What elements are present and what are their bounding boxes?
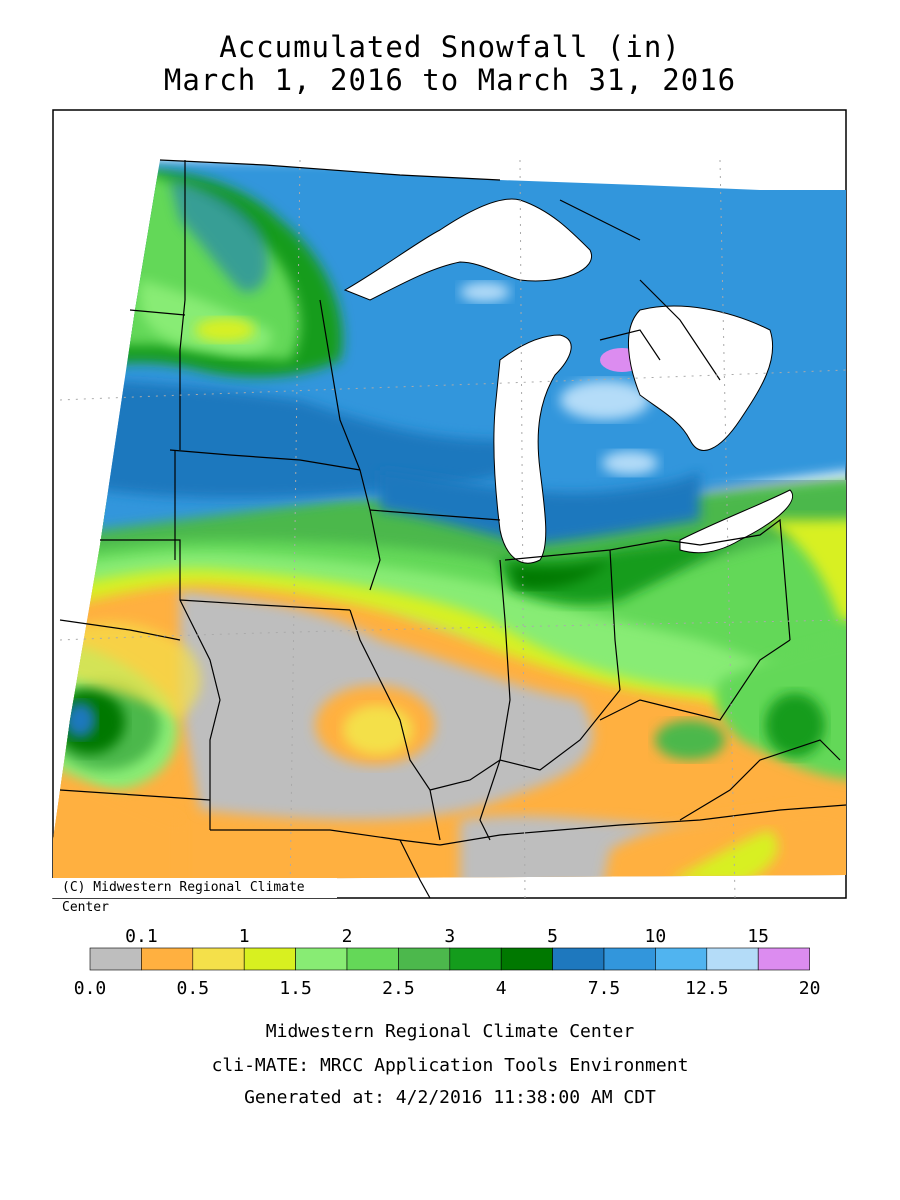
snowfall-map bbox=[52, 109, 847, 899]
legend-bottom-label: 1.5 bbox=[279, 978, 312, 999]
legend-bottom-label: 4 bbox=[496, 978, 507, 999]
map-title: Accumulated Snowfall (in) bbox=[219, 30, 681, 64]
legend-swatch bbox=[346, 947, 399, 971]
legend-swatch bbox=[89, 947, 142, 971]
legend-bottom-label: 20 bbox=[799, 978, 821, 999]
legend-top-label: 3 bbox=[444, 926, 455, 947]
legend-bottom-label: 2.5 bbox=[382, 978, 415, 999]
map-credit: (C) Midwestern Regional Climate Center bbox=[52, 878, 337, 915]
legend-swatch bbox=[295, 947, 348, 971]
legend-top-label: 0.1 bbox=[125, 926, 158, 947]
legend-swatch bbox=[552, 947, 605, 971]
legend-swatch bbox=[243, 947, 296, 971]
legend-bottom-label: 0.5 bbox=[177, 978, 210, 999]
map-date-range: March 1, 2016 to March 31, 2016 bbox=[163, 63, 737, 97]
legend-swatch bbox=[449, 947, 502, 971]
legend-top-label: 10 bbox=[645, 926, 667, 947]
footer-tool: cli-MATE: MRCC Application Tools Environ… bbox=[211, 1055, 689, 1076]
lake-huron bbox=[627, 305, 774, 451]
legend-bottom-label: 7.5 bbox=[588, 978, 621, 999]
legend-swatch bbox=[192, 947, 245, 971]
legend-top-label: 2 bbox=[342, 926, 353, 947]
legend-swatch bbox=[706, 947, 759, 971]
lake-superior bbox=[343, 198, 593, 301]
state-boundaries bbox=[59, 159, 847, 899]
legend-top-label: 1 bbox=[239, 926, 250, 947]
legend-top-label: 5 bbox=[547, 926, 558, 947]
legend-bottom-label: 0.0 bbox=[74, 978, 107, 999]
legend-swatch bbox=[655, 947, 708, 971]
footer-generated: Generated at: 4/2/2016 11:38:00 AM CDT bbox=[244, 1087, 656, 1108]
legend-swatch bbox=[500, 947, 553, 971]
legend-swatch bbox=[757, 947, 810, 971]
legend-swatch bbox=[603, 947, 656, 971]
legend-bottom-label: 12.5 bbox=[685, 978, 728, 999]
great-lakes bbox=[343, 198, 793, 564]
footer-org: Midwestern Regional Climate Center bbox=[265, 1021, 635, 1042]
lake-michigan bbox=[493, 334, 572, 564]
lat-lon-grid bbox=[59, 159, 847, 899]
legend-top-label: 15 bbox=[747, 926, 769, 947]
lake-erie bbox=[679, 489, 793, 554]
legend-swatch bbox=[398, 947, 451, 971]
legend-swatch bbox=[141, 947, 194, 971]
